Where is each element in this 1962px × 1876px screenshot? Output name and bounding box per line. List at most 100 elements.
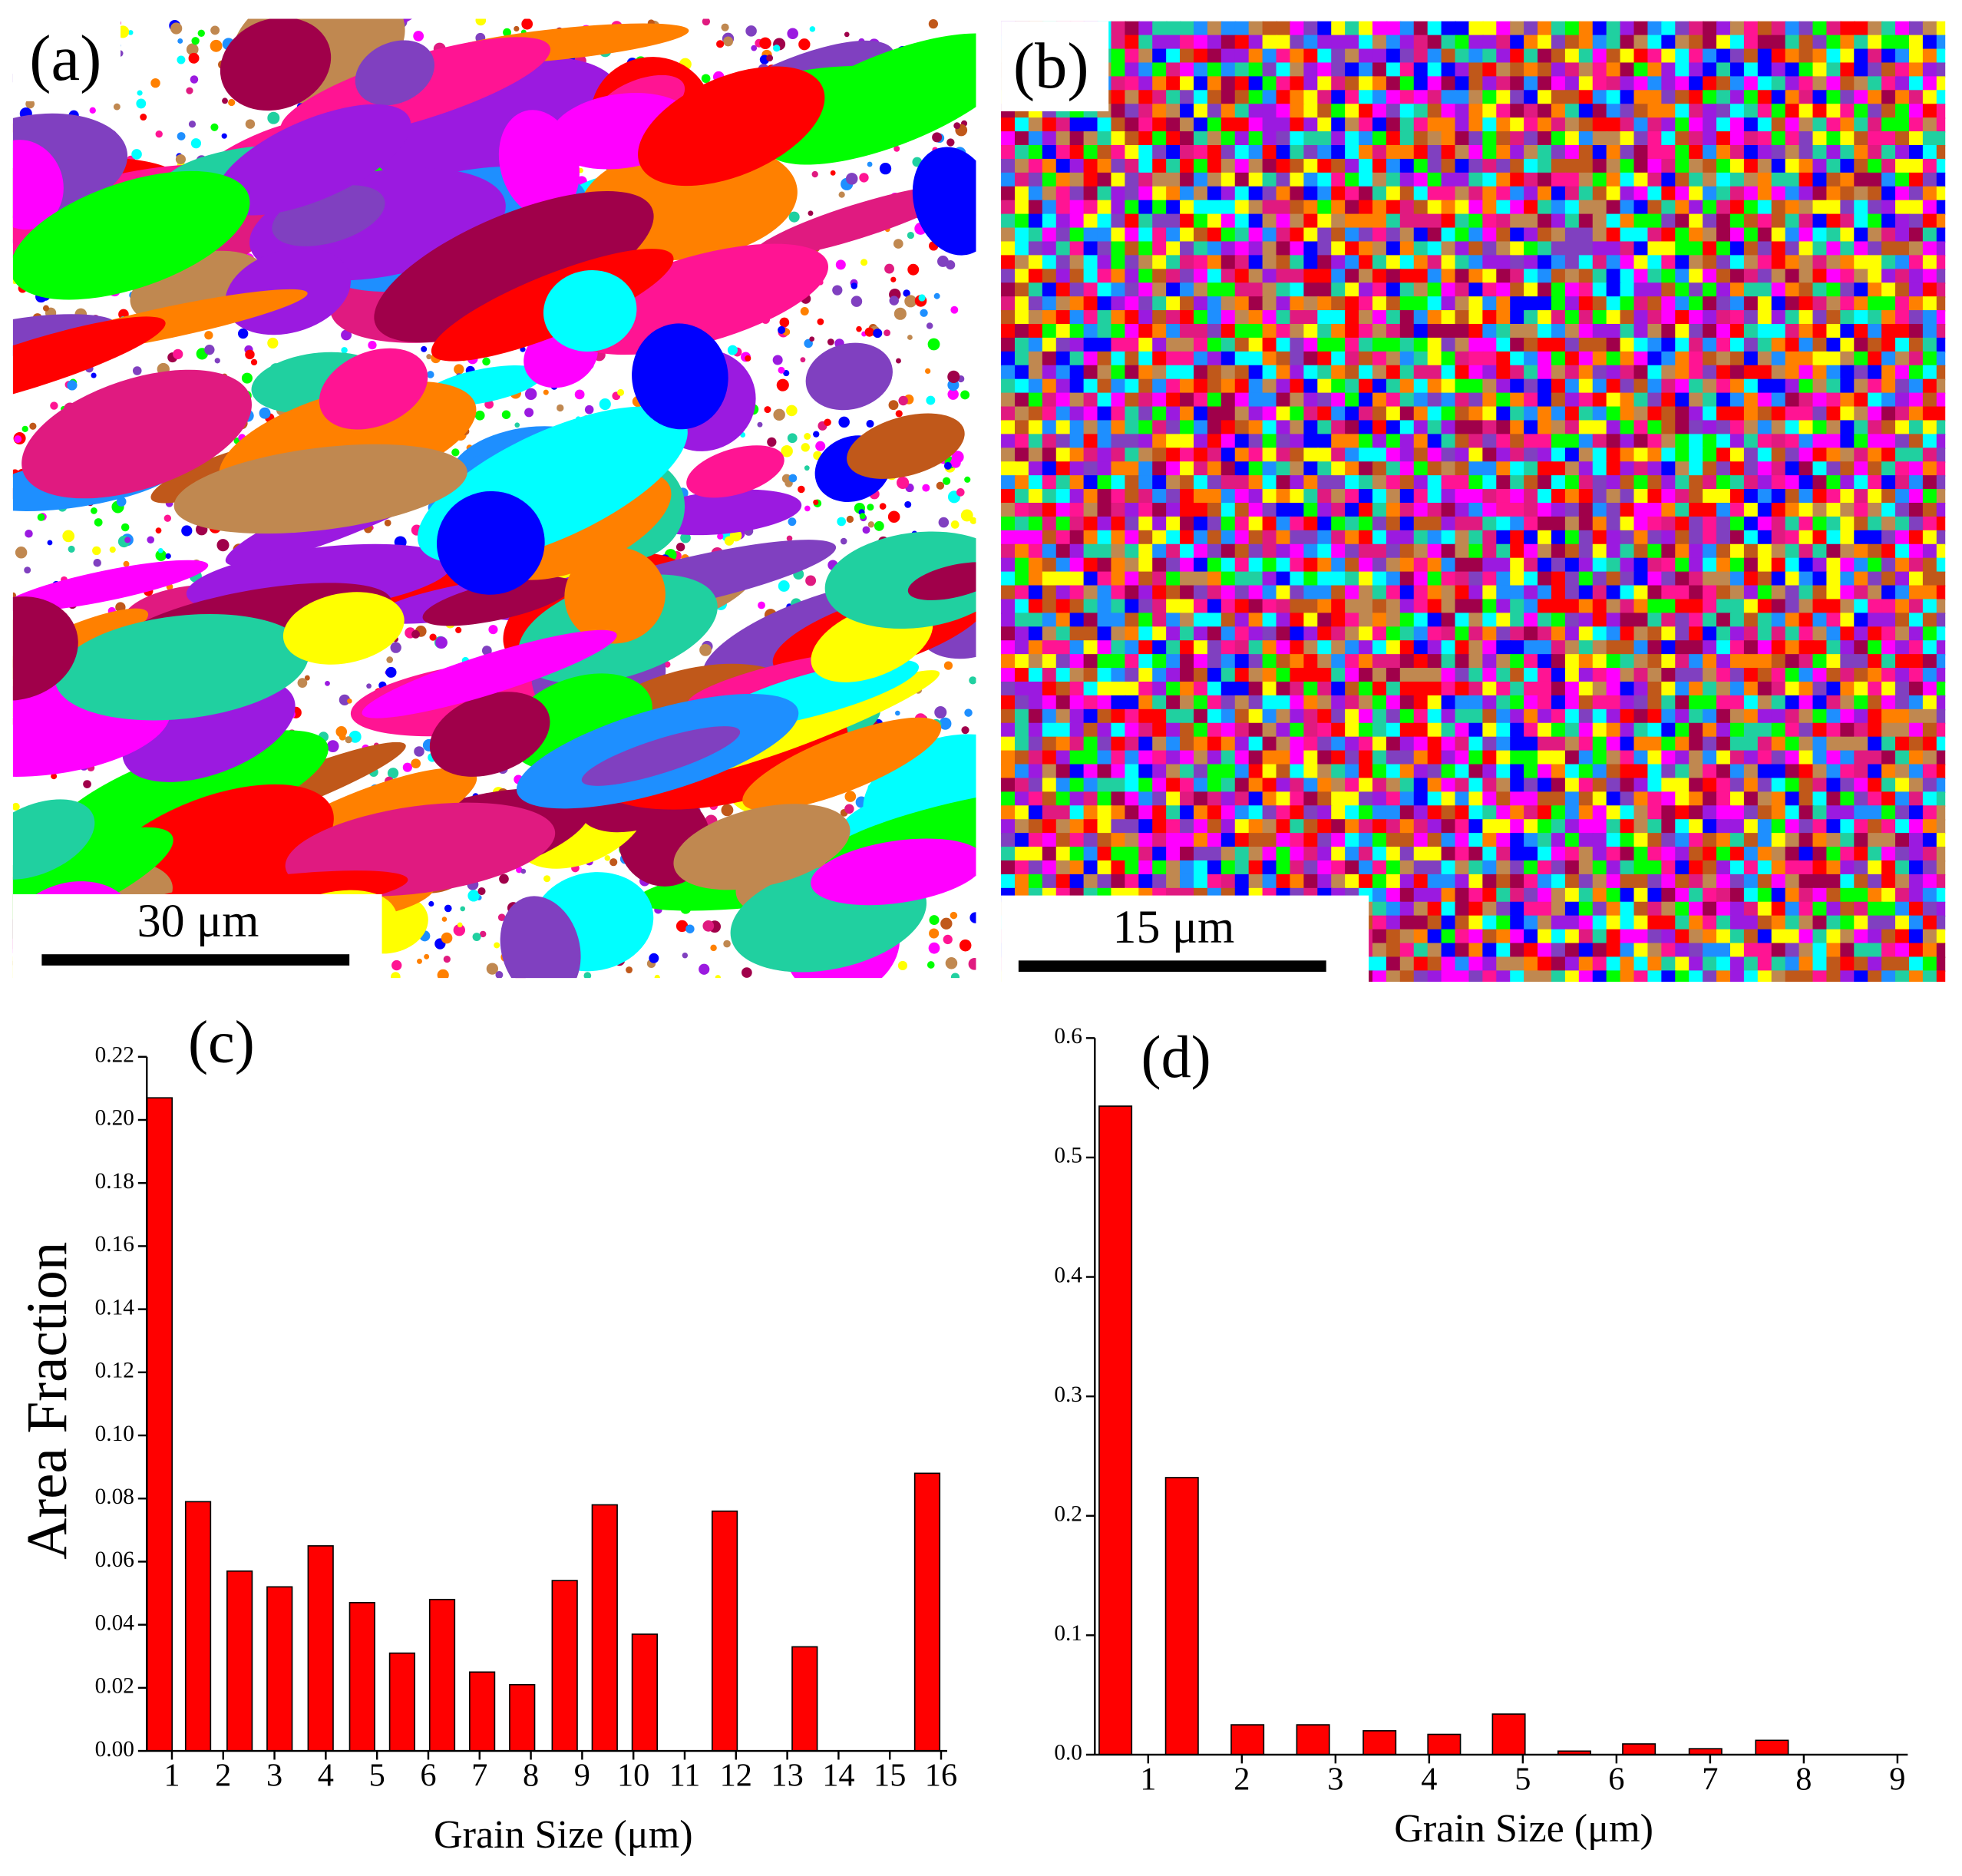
fine-grain <box>42 305 50 312</box>
fine-grain <box>1317 337 1333 353</box>
fine-grain <box>1826 158 1841 174</box>
fine-grain <box>1331 35 1346 51</box>
fine-grain <box>1042 475 1058 490</box>
fine-grain <box>1510 365 1525 381</box>
fine-grain <box>1620 475 1636 490</box>
fine-grain <box>1455 76 1471 91</box>
fine-grain <box>1069 475 1085 490</box>
fine-grain <box>1757 21 1773 37</box>
fine-grain <box>1359 282 1374 298</box>
micrograph-a <box>12 18 976 979</box>
fine-grain <box>1538 310 1553 325</box>
fine-grain <box>1675 475 1690 490</box>
fine-grain <box>1551 269 1567 284</box>
fine-grain <box>1180 406 1195 422</box>
fine-grain <box>1345 241 1360 257</box>
fine-grain <box>1606 323 1622 339</box>
fine-grain <box>453 924 466 936</box>
fine-grain <box>1372 172 1388 188</box>
fine-grain <box>1468 213 1484 230</box>
fine-grain <box>1647 213 1663 230</box>
fine-grain <box>879 503 887 510</box>
fine-grain <box>1661 200 1676 216</box>
fine-grain <box>1083 117 1099 133</box>
fine-grain <box>1001 461 1016 477</box>
fine-grain <box>1675 158 1690 174</box>
fine-grain <box>1193 448 1209 463</box>
fine-grain <box>1441 365 1457 381</box>
fine-grain <box>1729 213 1746 230</box>
fine-grain <box>1427 530 1443 546</box>
fine-grain <box>1028 434 1044 449</box>
fine-grain <box>890 276 897 282</box>
fine-grain <box>1524 392 1539 408</box>
fine-grain <box>1922 186 1938 202</box>
fine-grain <box>1881 392 1897 408</box>
fine-grain <box>1606 76 1622 91</box>
fine-grain <box>1620 365 1636 381</box>
fine-grain <box>1097 434 1113 449</box>
fine-grain <box>1578 337 1594 353</box>
fine-grain <box>221 133 227 139</box>
fine-grain <box>1055 378 1072 395</box>
fine-grain <box>1097 172 1113 188</box>
fine-grain <box>574 389 585 400</box>
fine-grain <box>1180 351 1195 367</box>
fine-grain <box>1496 255 1511 270</box>
fine-grain <box>1826 502 1841 518</box>
fine-grain <box>1345 90 1360 105</box>
fine-grain <box>1042 145 1058 160</box>
fine-grain <box>1303 310 1319 325</box>
fine-grain <box>1290 365 1305 381</box>
fine-grain <box>1729 378 1746 395</box>
fine-grain <box>1303 35 1319 51</box>
fine-grain <box>1496 145 1511 160</box>
fine-grain <box>1606 392 1622 408</box>
fine-grain <box>1303 392 1319 408</box>
fine-grain <box>1524 323 1539 339</box>
fine-grain <box>1386 90 1402 105</box>
fine-grain <box>1345 282 1360 298</box>
fine-grain <box>1895 310 1911 325</box>
fine-grain <box>1014 502 1030 518</box>
fine-grain <box>1001 296 1016 312</box>
fine-grain <box>339 694 351 706</box>
fine-grain <box>1399 131 1415 147</box>
fine-grain <box>1592 448 1608 463</box>
fine-grain <box>1427 406 1443 422</box>
fine-grain <box>1125 365 1140 381</box>
fine-grain <box>1661 351 1676 367</box>
fine-grain <box>1317 392 1333 408</box>
fine-grain <box>181 525 193 537</box>
fine-grain <box>1193 62 1209 78</box>
fine-grain <box>1771 62 1787 78</box>
fine-grain <box>1524 269 1539 284</box>
fine-grain <box>1908 378 1924 395</box>
fine-grain <box>1908 461 1924 477</box>
fine-grain <box>428 900 434 907</box>
fine-grain <box>1551 448 1567 463</box>
fine-grain <box>1468 296 1484 312</box>
fine-grain <box>1125 516 1140 532</box>
fine-grain <box>1840 21 1855 37</box>
fine-grain <box>1496 186 1511 202</box>
fine-grain <box>1716 186 1732 202</box>
fine-grain <box>1922 323 1938 339</box>
fine-grain <box>1578 475 1594 490</box>
fine-grain <box>1743 269 1759 284</box>
fine-grain <box>1331 48 1346 64</box>
fine-grain <box>1441 227 1457 243</box>
fine-grain <box>1606 530 1622 546</box>
fine-grain <box>1703 117 1718 133</box>
fine-grain <box>1908 420 1924 436</box>
fine-grain <box>779 317 790 328</box>
fine-grain <box>1592 76 1608 91</box>
fine-grain <box>1317 21 1333 37</box>
fine-grain <box>516 866 523 874</box>
fine-grain <box>1757 448 1773 463</box>
fine-grain <box>1262 131 1278 147</box>
fine-grain <box>788 517 797 527</box>
fine-grain <box>1661 337 1676 353</box>
fine-grain <box>1359 76 1374 91</box>
fine-grain <box>1303 200 1319 216</box>
